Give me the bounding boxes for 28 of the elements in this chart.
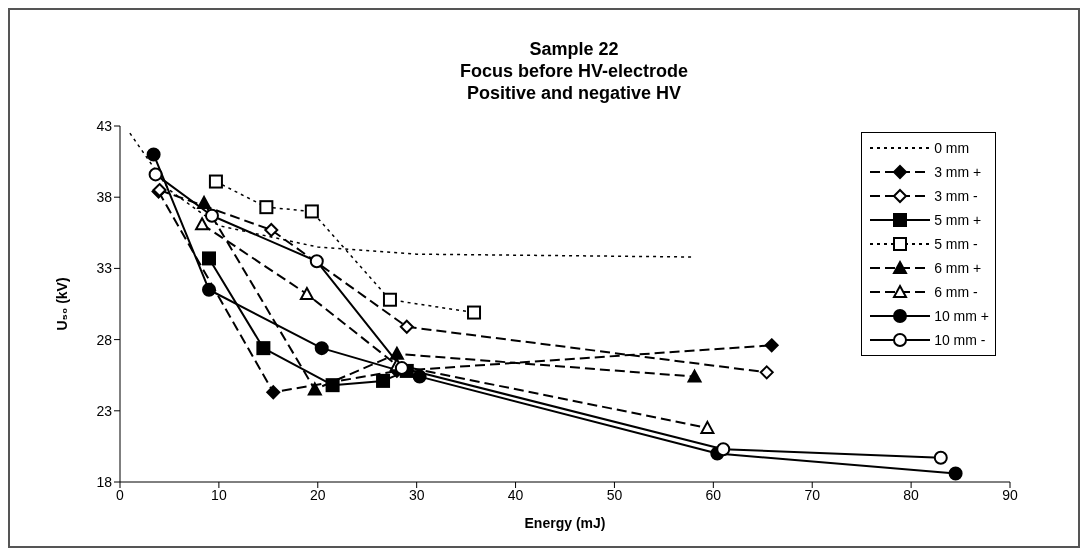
chart-title: Sample 22 Focus before HV-electrode Positive and negative HV (458, 38, 690, 104)
y-tick-label: 33 (96, 260, 113, 277)
y-tick-label: 43 (96, 117, 113, 134)
x-tick-label: 80 (903, 486, 920, 503)
x-tick-label: 10 (211, 486, 227, 503)
y-tick-label: 28 (96, 331, 113, 348)
x-axis-title: Energy (mJ) (524, 515, 606, 531)
legend-label: 3 mm - (934, 188, 978, 204)
legend-label: 10 mm + (934, 308, 989, 324)
x-tick-label: 20 (309, 486, 326, 503)
legend-label: 5 mm + (934, 212, 982, 228)
x-tick-label: 70 (804, 486, 821, 503)
x-tick-label: 90 (1002, 486, 1018, 503)
legend-label: 3 mm + (934, 164, 982, 180)
x-tick-label: 50 (606, 486, 623, 503)
legend-label: 6 mm - (934, 284, 978, 300)
x-tick-label: 30 (408, 486, 425, 503)
y-tick-label: 23 (96, 402, 113, 419)
y-axis-title: U₅₀ (kV) (53, 277, 70, 331)
legend-label: 6 mm + (934, 260, 982, 276)
y-tick-label: 18 (96, 473, 113, 490)
y-tick-label: 38 (96, 189, 113, 206)
legend-label: 0 mm (934, 140, 970, 156)
legend-label: 5 mm - (934, 236, 978, 252)
x-tick-label: 40 (507, 486, 524, 503)
legend-label: 10 mm - (934, 332, 986, 348)
x-tick-label: 60 (705, 486, 722, 503)
x-tick-label: 0 (116, 486, 125, 503)
